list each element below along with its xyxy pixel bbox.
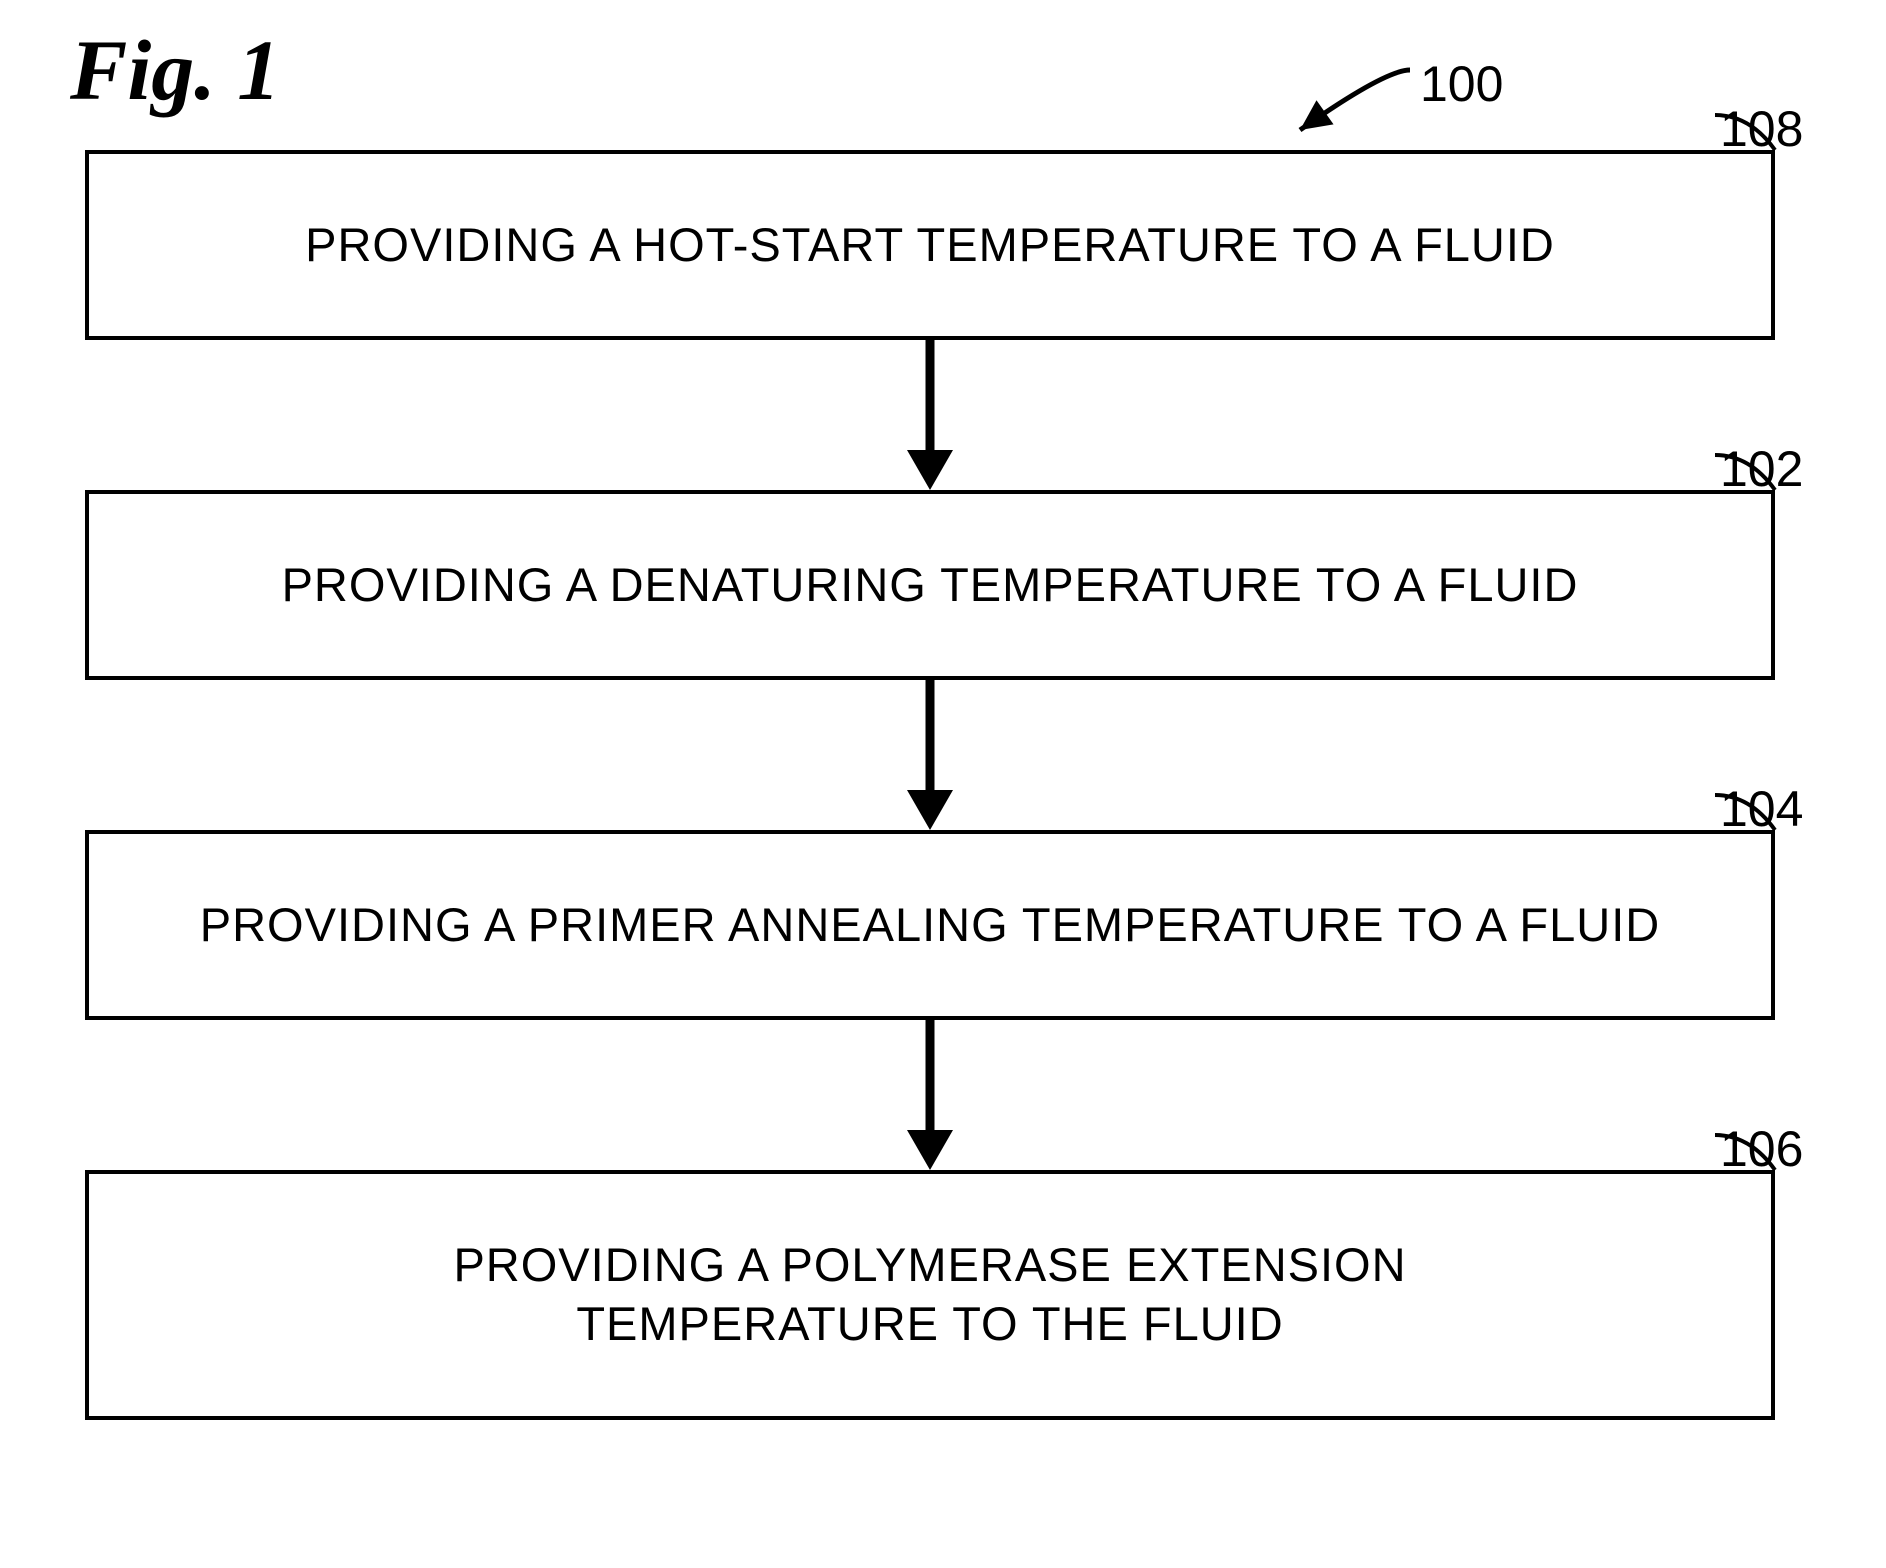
ref-104: 104 xyxy=(1720,780,1803,838)
step-102: PROVIDING A DENATURING TEMPERATURE TO A … xyxy=(85,490,1775,680)
ref-108: 108 xyxy=(1720,100,1803,158)
step-104-label: PROVIDING A PRIMER ANNEALING TEMPERATURE… xyxy=(200,896,1660,955)
step-106-label: PROVIDING A POLYMERASE EXTENSIONTEMPERAT… xyxy=(453,1236,1406,1354)
step-104: PROVIDING A PRIMER ANNEALING TEMPERATURE… xyxy=(85,830,1775,1020)
step-102-label: PROVIDING A DENATURING TEMPERATURE TO A … xyxy=(282,556,1579,615)
ref-100: 100 xyxy=(1420,55,1503,113)
step-108-label: PROVIDING A HOT-START TEMPERATURE TO A F… xyxy=(305,216,1555,275)
step-108: PROVIDING A HOT-START TEMPERATURE TO A F… xyxy=(85,150,1775,340)
step-106: PROVIDING A POLYMERASE EXTENSIONTEMPERAT… xyxy=(85,1170,1775,1420)
figure-title: Fig. 1 xyxy=(70,20,280,120)
ref-102: 102 xyxy=(1720,440,1803,498)
ref-106: 106 xyxy=(1720,1120,1803,1178)
